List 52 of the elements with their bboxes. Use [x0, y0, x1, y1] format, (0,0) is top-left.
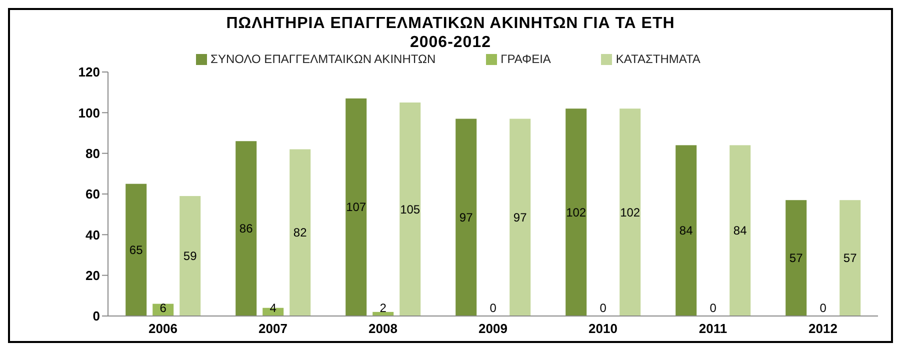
data-label: 0 — [600, 301, 607, 315]
legend-label: ΓΡΑΦΕΙΑ — [500, 52, 551, 66]
y-tick-label: 20 — [86, 268, 100, 283]
bar — [346, 98, 367, 316]
bar — [236, 141, 257, 316]
legend-label: ΣΥΝΟΛΟ ΕΠΑΓΓΕΛΜΤΑΙΚΩΝ ΑΚΙΝΗΤΩΝ — [210, 52, 436, 66]
data-label: 0 — [710, 301, 717, 315]
x-tick-label: 2008 — [368, 321, 398, 336]
bar — [730, 145, 751, 316]
bar — [400, 102, 421, 316]
data-label: 102 — [566, 205, 586, 220]
x-tick-label: 2006 — [148, 321, 178, 336]
bar — [126, 184, 147, 316]
data-label: 102 — [620, 205, 640, 220]
data-label: 97 — [513, 210, 528, 224]
bar — [510, 118, 531, 316]
data-label: 84 — [679, 224, 694, 238]
data-label: 57 — [843, 251, 858, 266]
data-label: 107 — [346, 200, 366, 214]
legend-label: ΚΑΤΑΣΤΗΜΑΤΑ — [616, 52, 700, 66]
bar — [290, 149, 311, 316]
data-label: 2 — [380, 301, 387, 315]
chart-title: ΠΩΛΗΤΗΡΙΑ ΕΠΑΓΓΕΛΜΑΤΙΚΩΝ ΑΚΙΝΗΤΩΝ ΓΙΑ ΤΑ ΕΤΗ 2006-2012 — [225, 14, 676, 52]
x-tick-label: 2011 — [698, 321, 728, 336]
bar — [620, 108, 641, 316]
y-tick-label: 60 — [86, 186, 100, 202]
y-tick-label: 100 — [78, 105, 100, 120]
data-label: 0 — [490, 301, 497, 315]
data-label: 59 — [183, 249, 198, 264]
x-tick-label: 2007 — [258, 321, 288, 336]
bar — [676, 145, 697, 316]
x-tick-label: 2012 — [808, 321, 838, 336]
data-label: 57 — [789, 251, 804, 266]
bar — [180, 196, 201, 316]
data-label: 105 — [400, 202, 420, 216]
x-tick-label: 2010 — [588, 321, 618, 336]
bar — [840, 200, 861, 316]
data-label: 65 — [129, 242, 144, 257]
data-label: 97 — [459, 210, 474, 224]
y-tick-label: 120 — [78, 64, 100, 80]
data-label: 84 — [733, 224, 748, 238]
y-tick-label: 80 — [86, 146, 100, 161]
data-label: 86 — [239, 222, 254, 236]
data-label: 0 — [820, 301, 827, 315]
data-label: 82 — [293, 226, 308, 240]
y-tick-label: 0 — [92, 308, 100, 324]
x-tick-label: 2009 — [478, 321, 508, 336]
bar — [566, 108, 587, 316]
bar — [456, 118, 477, 316]
data-label: 6 — [160, 301, 167, 315]
y-tick-label: 40 — [86, 227, 100, 242]
bar — [786, 200, 807, 316]
